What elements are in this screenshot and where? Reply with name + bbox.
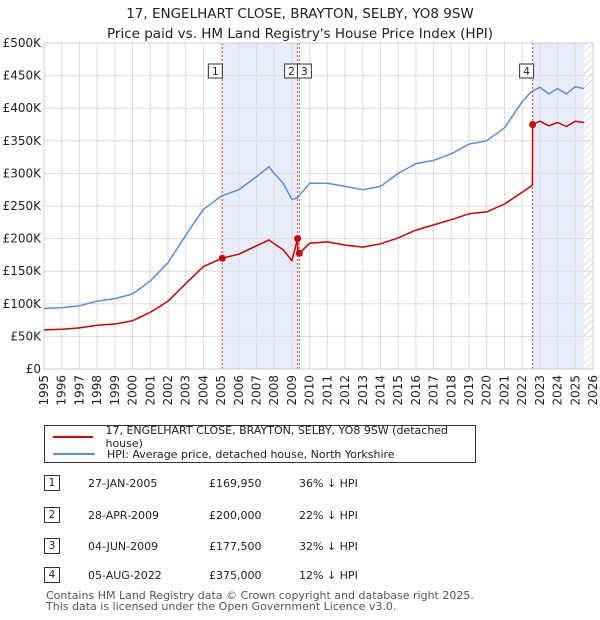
marker-badge-label: 3 <box>301 66 308 78</box>
marker-badge-3 <box>296 63 312 79</box>
sale-point-3 <box>295 249 303 257</box>
x-tick-label: 2010 <box>303 375 317 406</box>
y-tick-label: £50K <box>10 329 42 343</box>
chart-title: 17, ENGELHART CLOSE, BRAYTON, SELBY, YO8… <box>0 4 600 44</box>
attribution-line1: Contains HM Land Registry data © Crown c… <box>46 589 474 602</box>
transaction-hpi-diff: 36% ↓ HPI <box>299 477 358 490</box>
legend-swatch-hpi <box>53 453 95 455</box>
marker-badge-label: 1 <box>212 66 219 78</box>
x-tick-label: 2003 <box>179 375 193 406</box>
x-tick-label: 2001 <box>143 375 157 406</box>
y-tick-label: £500K <box>3 36 43 50</box>
x-tick-label: 2021 <box>497 375 511 406</box>
transaction-date: 27-JAN-2005 <box>88 477 158 490</box>
transaction-number-badge: 2 <box>44 507 60 523</box>
x-tick-label: 2009 <box>285 375 299 406</box>
x-tick-label: 2004 <box>196 375 210 406</box>
x-tick-label: 2007 <box>250 375 264 406</box>
attribution-line2: This data is licensed under the Open Gov… <box>46 600 397 613</box>
table-row: 1 27-JAN-2005 £169,950 36% ↓ HPI <box>44 474 464 494</box>
y-tick-label: £150K <box>3 264 43 278</box>
legend-swatch-property <box>53 436 94 438</box>
x-tick-label: 2012 <box>338 375 352 406</box>
table-row: 3 04-JUN-2009 £177,500 32% ↓ HPI <box>44 537 464 557</box>
x-tick-label: 2008 <box>267 375 281 406</box>
legend-label-hpi: HPI: Average price, detached house, Nort… <box>107 447 395 461</box>
x-tick-label: 2011 <box>320 375 334 406</box>
x-tick-label: 1998 <box>90 375 104 406</box>
x-tick-label: 2019 <box>462 375 476 406</box>
legend-item-property: 17, ENGELHART CLOSE, BRAYTON, SELBY, YO8… <box>53 424 475 450</box>
transaction-price: £169,950 <box>209 477 262 490</box>
chart-title-line2: Price paid vs. HM Land Registry's House … <box>107 26 493 42</box>
transaction-hpi-diff: 32% ↓ HPI <box>299 540 358 553</box>
x-tick-label: 2015 <box>391 375 405 406</box>
x-tick-label: 2006 <box>232 375 246 406</box>
x-tick-label: 2002 <box>161 375 175 406</box>
transaction-price: £200,000 <box>209 509 262 522</box>
sale-point-1 <box>218 254 226 262</box>
y-tick-label: £450K <box>3 69 43 83</box>
transaction-hpi-diff: 12% ↓ HPI <box>299 569 358 582</box>
y-tick-label: £100K <box>3 297 43 311</box>
attribution-footer: Contains HM Land Registry data © Crown c… <box>46 590 474 612</box>
x-tick-label: 2013 <box>356 375 370 406</box>
marker-badge-label: 2 <box>288 66 295 78</box>
transaction-date: 28-APR-2009 <box>88 509 160 522</box>
y-tick-label: £300K <box>3 166 43 180</box>
x-tick-label: 2025 <box>568 375 582 406</box>
legend-item-hpi: HPI: Average price, detached house, Nort… <box>53 446 395 462</box>
price-chart: 1 2 3 4 £0 £50K £100K £150K £200K £250K £300K £350K… <box>3 36 600 406</box>
transaction-date: 05-AUG-2022 <box>88 569 162 582</box>
x-tick-label: 2016 <box>409 375 423 406</box>
x-tick-label: 2022 <box>515 375 529 406</box>
table-row: 2 28-APR-2009 £200,000 22% ↓ HPI <box>44 506 464 526</box>
hpi-series-line <box>43 85 585 310</box>
sale-point-4 <box>529 121 537 128</box>
transaction-number-badge: 1 <box>44 475 60 491</box>
transaction-price: £177,500 <box>209 540 262 553</box>
x-tick-label: 1999 <box>108 375 122 406</box>
y-tick-label: £200K <box>3 232 43 246</box>
marker-badge-1 <box>207 63 223 79</box>
sale-point-2 <box>294 235 302 243</box>
transaction-hpi-diff: 22% ↓ HPI <box>299 509 358 522</box>
y-tick-label: £350K <box>3 134 43 148</box>
x-tick-label: 2018 <box>444 375 458 406</box>
chart-title-line1: 17, ENGELHART CLOSE, BRAYTON, SELBY, YO8… <box>126 6 474 22</box>
y-tick-label: £0 <box>26 362 41 376</box>
property-series-line <box>43 120 585 331</box>
table-row: 4 05-AUG-2022 £375,000 12% ↓ HPI <box>44 566 464 586</box>
x-tick-label: 2024 <box>551 375 565 406</box>
transaction-date: 04-JUN-2009 <box>88 540 159 553</box>
y-tick-label: £400K <box>3 101 43 115</box>
x-tick-label: 1995 <box>37 375 51 406</box>
x-tick-label: 2005 <box>214 375 228 406</box>
transaction-price: £375,000 <box>209 569 262 582</box>
transaction-number-badge: 4 <box>44 567 60 583</box>
y-tick-label: £250K <box>3 199 43 213</box>
marker-badge-label: 4 <box>523 66 530 78</box>
legend-label-property: 17, ENGELHART CLOSE, BRAYTON, SELBY, YO8… <box>105 424 449 450</box>
marker-badge-4 <box>519 63 535 79</box>
x-tick-label: 1997 <box>72 375 86 406</box>
x-tick-label: 2020 <box>480 375 494 406</box>
x-tick-label: 2000 <box>126 375 140 406</box>
x-tick-label: 2026 <box>586 375 600 406</box>
x-tick-label: 2014 <box>373 375 387 406</box>
transaction-number-badge: 3 <box>44 538 60 554</box>
x-tick-label: 1996 <box>55 375 69 406</box>
plot-area-border <box>43 42 594 370</box>
chart-legend: 17, ENGELHART CLOSE, BRAYTON, SELBY, YO8… <box>44 424 476 463</box>
x-tick-label: 2023 <box>533 375 547 406</box>
x-tick-label: 2017 <box>427 375 441 406</box>
